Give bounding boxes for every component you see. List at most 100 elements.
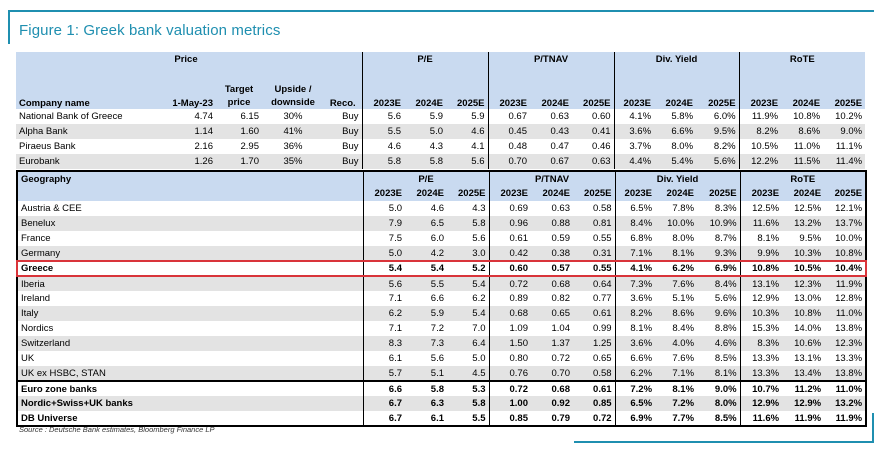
- dy-value-cell: 8.8%: [714, 323, 737, 334]
- ptnav-value-cell: 0.96: [488, 216, 531, 231]
- dy-value-cell: 5.6%: [714, 293, 737, 304]
- ptnav-value-cell: 0.46: [592, 141, 611, 152]
- year-header: 2024E: [793, 188, 822, 199]
- geography-name-cell: UK ex HSBC, STAN: [21, 367, 106, 379]
- ptnav-value-cell: 1.00: [488, 396, 531, 411]
- rote-value-cell: 12.2%: [738, 154, 782, 169]
- dy-value-cell: 6.8%: [614, 231, 656, 246]
- rote-value-cell: 10.5%: [782, 260, 825, 277]
- pe-value-cell: 6.1: [362, 351, 405, 366]
- geography-name-cell: Germany: [21, 247, 61, 259]
- rote-value-cell: 13.0%: [794, 293, 822, 304]
- pe-value-cell: 6.3: [430, 398, 444, 409]
- year-header: 2025E: [458, 188, 486, 199]
- bank-row: Alpha Bank 1.14 1.60 41% Buy 5.5 5.0 4.6 0.45 0.4…: [16, 124, 866, 139]
- dy-value-cell: 6.9%: [614, 411, 656, 426]
- dy-value-cell: 6.5%: [614, 396, 656, 411]
- rote-value-cell: 10.4%: [824, 260, 868, 277]
- rote-value-cell: 10.8%: [793, 111, 821, 122]
- ptnav-group-header: P/TNAV: [487, 52, 615, 67]
- pe-value-cell: 4.2: [430, 247, 444, 259]
- pe-value-cell: 7.9: [362, 216, 405, 231]
- rote-value-cell: 13.3%: [739, 366, 783, 381]
- pe-value-cell: 5.8: [361, 154, 404, 169]
- rote-value-cell: 10.2%: [835, 111, 863, 122]
- pe-value-cell: 5.9: [430, 308, 444, 319]
- target-price-cell: 1.60: [240, 126, 260, 137]
- upside-cell: 41%: [283, 126, 303, 137]
- ptnav-value-cell: 0.77: [593, 293, 612, 304]
- ptnav-value-cell: 0.67: [550, 156, 570, 167]
- dy-value-cell: 7.1%: [672, 367, 695, 379]
- pe-value-cell: 5.5: [472, 412, 486, 424]
- dy-value-cell: 3.7%: [613, 139, 655, 154]
- ptnav-value-cell: 0.64: [593, 278, 612, 290]
- ptnav-value-cell: 1.09: [488, 321, 531, 336]
- upside-cell: 36%: [283, 141, 303, 152]
- bank-name-cell: National Bank of Greece: [19, 111, 123, 122]
- year-header: 2023E: [362, 186, 405, 201]
- rote-value-cell: 12.8%: [835, 293, 863, 304]
- bank-name-cell: Piraeus Bank: [19, 141, 76, 152]
- geography-name-cell: Switzerland: [21, 338, 71, 349]
- geography-row: UK 6.1 5.6 5.0 0.80 0.72 0.65 6.6% 7.6% 8.5% 13.3%…: [17, 351, 866, 366]
- rote-value-cell: 8.6%: [798, 126, 821, 137]
- geography-name-cell: Ireland: [21, 293, 51, 304]
- table2-year-header-row: 2023E 2024E 2025E 2023E 2024E 2025E 2023…: [17, 186, 867, 201]
- bank-row: National Bank of Greece 4.74 6.15 30% Buy 5.6…: [16, 109, 865, 124]
- rote-value-cell: 15.3%: [739, 321, 783, 336]
- rote-value-cell: 11.2%: [782, 380, 825, 396]
- pe-value-cell: 5.4: [472, 308, 486, 319]
- dy-value-cell: 4.4%: [613, 154, 655, 169]
- ptnav-value-cell: 0.88: [551, 218, 571, 229]
- geography-row: Ireland 7.1 6.6 6.2 0.89 0.82 0.77 3.6% 5.1% 5.6%…: [17, 291, 866, 306]
- geography-row: Germany 5.0 4.2 3.0 0.42 0.38 0.31 7.1% 8.1% 9.3%…: [17, 246, 867, 261]
- pe-value-cell: 4.6: [361, 139, 404, 154]
- ptnav-value-cell: 0.59: [551, 233, 571, 244]
- geography-table: Geography P/E P/TNAV Div. Yield RoTE 202…: [16, 170, 868, 427]
- geography-name-cell: UK: [21, 353, 35, 364]
- dy-value-cell: 8.0%: [672, 233, 695, 244]
- pe-group-header: P/E: [361, 52, 488, 67]
- pe-value-cell: 6.0: [430, 233, 444, 244]
- dy-value-cell: 3.6%: [614, 291, 656, 306]
- pe-value-cell: 5.1: [430, 367, 444, 379]
- year-header: 2024E: [541, 98, 569, 109]
- year-header: 2025E: [834, 188, 863, 199]
- pe-value-cell: 6.5: [430, 218, 444, 229]
- geography-name-cell: Iberia: [21, 278, 45, 290]
- ptnav-value-cell: 0.63: [592, 156, 611, 167]
- pe-value-cell: 5.8: [472, 398, 486, 409]
- year-header: 2025E: [708, 98, 736, 109]
- ptnav-value-cell: 0.85: [488, 411, 531, 426]
- rote-value-cell: 12.9%: [739, 396, 783, 411]
- target-price-cell: 1.70: [240, 156, 260, 167]
- rote-value-cell: 9.0%: [840, 126, 863, 137]
- ptnav-value-cell: 0.48: [487, 139, 530, 154]
- rote-value-cell: 8.3%: [739, 336, 783, 351]
- ptnav-value-cell: 0.92: [551, 398, 571, 409]
- ptnav-value-cell: 0.63: [550, 111, 570, 122]
- pe-value-cell: 5.8: [405, 380, 447, 396]
- rote-value-cell: 8.2%: [738, 124, 782, 139]
- pe-value-cell: 4.3: [429, 141, 443, 152]
- rote-value-cell: 12.9%: [794, 398, 822, 409]
- rote-value-cell: 13.3%: [739, 351, 783, 366]
- geography-header: Geography: [21, 173, 72, 185]
- dy-value-cell: 5.8%: [671, 111, 694, 122]
- dy-value-cell: 10.0%: [667, 218, 695, 229]
- year-header: 2023E: [738, 67, 782, 109]
- figure-frame: [8, 10, 874, 443]
- geography-row: France 7.5 6.0 5.6 0.61 0.59 0.55 6.8% 8.0% 8.7% 8…: [17, 231, 866, 246]
- table2-group-header-row: Geography P/E P/TNAV Div. Yield RoTE: [17, 171, 867, 186]
- pe-value-cell: 5.6: [471, 156, 485, 167]
- ptnav-value-cell: 0.80: [488, 351, 531, 366]
- ptnav-value-cell: 0.89: [488, 291, 531, 306]
- rote-value-cell: 13.1%: [794, 353, 822, 364]
- dy-value-cell: 7.2%: [672, 398, 695, 409]
- dy-value-cell: 8.2%: [713, 141, 736, 152]
- dy-value-cell: 8.5%: [714, 353, 737, 364]
- price-date-header: 1-May-23: [172, 98, 213, 109]
- bank-row: Eurobank 1.26 1.70 35% Buy 5.8 5.8 5.6 0.70 0.67 0…: [16, 154, 866, 169]
- target-price-cell: 6.15: [240, 111, 260, 122]
